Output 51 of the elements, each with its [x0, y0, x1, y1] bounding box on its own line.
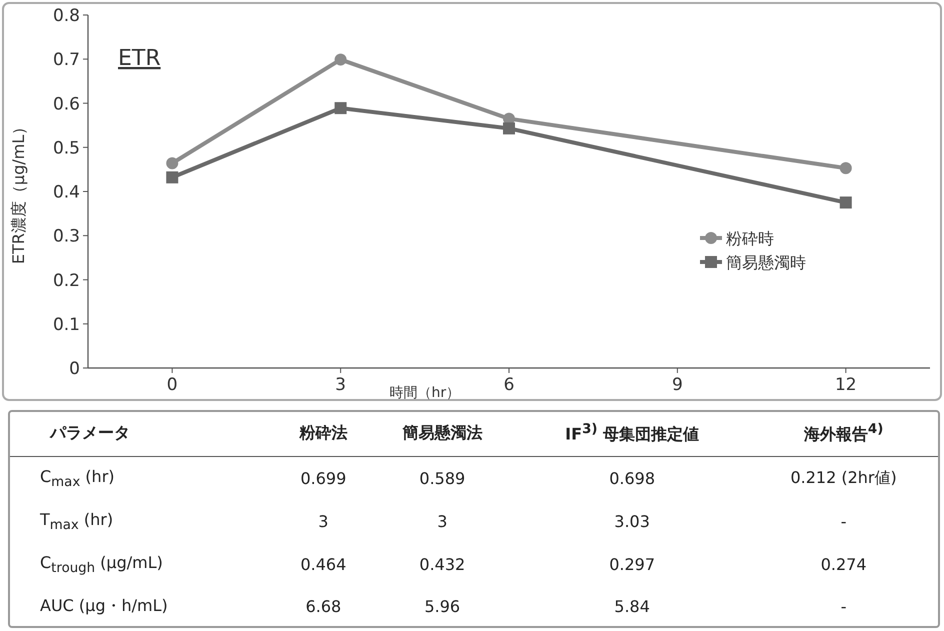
point — [334, 102, 347, 114]
text: ETR — [118, 46, 161, 71]
text: 5.96 — [424, 596, 460, 616]
category-label: AUC (μg・h/mL) — [40, 596, 168, 615]
point — [166, 171, 178, 184]
text: - — [840, 512, 846, 532]
y-tick-label: 0.2 — [52, 270, 80, 291]
y-tick-label: 0.5 — [52, 138, 80, 158]
x-tick-label: 12 — [834, 375, 857, 395]
point — [166, 157, 178, 170]
category-label: 海外報告$^{4)}$ — [749, 412, 938, 456]
point — [334, 54, 347, 66]
legend-label: 簡易懸濁時 — [726, 253, 806, 272]
text: 0.274 — [820, 555, 867, 574]
category-label: C$_{trough}$ (μg/mL) — [40, 553, 163, 576]
text: 6.68 — [306, 596, 342, 616]
text: 3 — [437, 512, 448, 532]
category-label: IF$^{3)}$ 母集団推定値 — [514, 412, 750, 456]
text: パラメータ — [10, 412, 278, 456]
text: 0.698 — [609, 468, 655, 488]
category-label: 簡易懸濁法 — [370, 412, 515, 456]
point — [840, 196, 852, 209]
x-tick-label: 9 — [672, 375, 683, 395]
text: 0.212 (2hr値) — [790, 468, 897, 487]
text: 0.297 — [609, 555, 655, 574]
category-label: 粉砕法 — [277, 412, 370, 456]
text: 0.589 — [419, 468, 466, 488]
legend-label: 粉砕時 — [726, 229, 774, 248]
y-tick-label: 0.4 — [52, 182, 80, 202]
text: 0.699 — [300, 468, 346, 488]
text: 3.03 — [614, 512, 650, 532]
x-tick-label: 3 — [335, 375, 346, 395]
y-axis-title: ETR濃度（μg/mL） — [9, 118, 28, 264]
point — [840, 162, 852, 174]
y-tick-label: 0.3 — [52, 226, 80, 247]
y-tick-label: 0.1 — [52, 314, 80, 335]
y-tick-label: 0.8 — [52, 6, 80, 26]
text: 0.432 — [419, 555, 466, 574]
category-label: C$_{max}$ (hr) — [40, 466, 115, 490]
x-axis-title: 時間（hr） — [389, 385, 460, 401]
x-tick-label: 0 — [166, 375, 178, 395]
category-label: T$_{max}$ (hr) — [40, 510, 114, 534]
x-tick-label: 6 — [504, 375, 514, 395]
y-tick-label: 0.7 — [52, 50, 80, 70]
text: 3 — [318, 512, 328, 532]
point — [503, 122, 515, 134]
text: - — [840, 596, 846, 616]
text: 0.464 — [300, 555, 346, 574]
y-tick-label: 0.6 — [52, 94, 80, 114]
y-tick-label: 0 — [69, 359, 80, 379]
text: 5.84 — [614, 596, 650, 616]
